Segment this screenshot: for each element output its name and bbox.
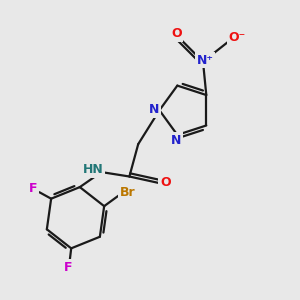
Text: N: N	[171, 134, 181, 147]
Text: F: F	[29, 182, 38, 195]
Text: HN: HN	[83, 163, 104, 176]
Text: O: O	[160, 176, 171, 190]
Text: Br: Br	[120, 186, 136, 199]
Text: O: O	[171, 27, 182, 40]
Text: F: F	[64, 261, 73, 274]
Text: N⁺: N⁺	[197, 54, 214, 67]
Text: N: N	[149, 103, 159, 116]
Text: O⁻: O⁻	[229, 31, 246, 44]
